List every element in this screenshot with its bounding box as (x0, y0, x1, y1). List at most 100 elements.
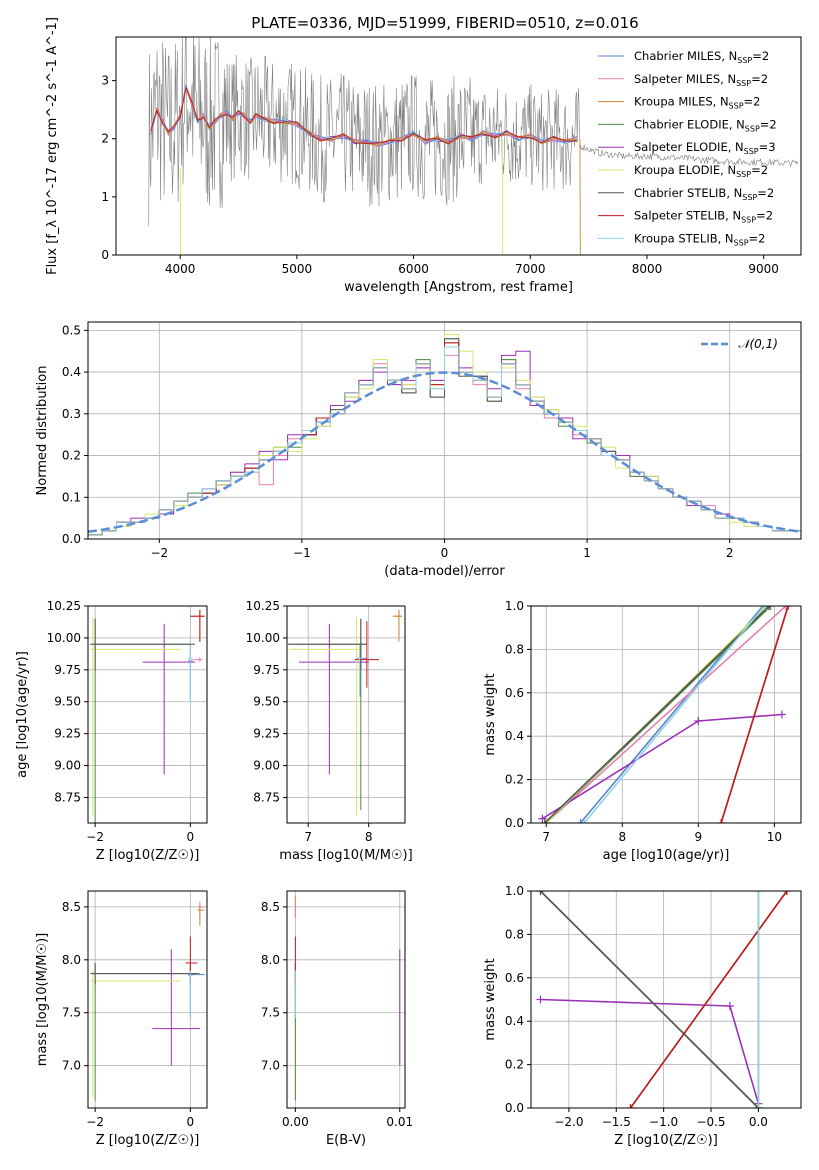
legend-count: =2 (751, 72, 768, 86)
y-tick-label: 0.4 (505, 729, 524, 743)
model-spectrum-salpeter_stelib (150, 87, 577, 145)
legend-entry: Chabrier STELIB, NSSP=2 (634, 186, 774, 202)
y-tick-label: 7.0 (62, 1059, 81, 1073)
y-tick-label: 8.5 (62, 900, 81, 914)
figure-title: PLATE=0336, MJD=51999, FIBERID=0510, z=0… (251, 14, 638, 32)
legend-entry: 𝒩(0,1) (738, 337, 778, 351)
chart-panel-1: 4000 5000 6000 7000 8000 9000 0 1 2 3 wavelength [… (45, 17, 802, 295)
plot-area (288, 609, 402, 816)
model-edge (179, 167, 182, 255)
axes-frame (115, 36, 802, 256)
x-tick-label: 5000 (282, 262, 313, 276)
y-tick-label: 1.0 (505, 884, 524, 898)
y-tick-label: 10.00 (246, 631, 280, 645)
plot-area (90, 609, 205, 823)
legend-subscript: SSP (729, 102, 744, 111)
axes-frame (87, 890, 208, 1109)
x-tick-label: −2 (86, 1115, 104, 1129)
chart-panel-5: 7 8 9 10 0.0 0.2 0.4 0.6 0.8 1.0 age [log10(age/yr… (483, 599, 802, 863)
y-axis-label: mass [log10(M/M☉)] (35, 933, 50, 1066)
x-tick-label: 8 (618, 830, 626, 844)
histogram-kroupa_stelib (88, 346, 801, 539)
y-tick-label: 9.50 (54, 695, 81, 709)
x-tick-label: 0 (187, 1115, 195, 1129)
y-axis-label: Normed distribution (35, 366, 50, 496)
y-tick-label: 0.0 (505, 1101, 524, 1115)
y-tick-label: 8.0 (62, 953, 81, 967)
chart-panel-8: −2.0 −1.5 −1.0 −0.5 0.0 0.0 0.2 0.4 0.6 0.8 1.0 Z [… (483, 884, 802, 1148)
y-tick-label: 0.4 (505, 1014, 524, 1028)
y-tick-label: 0.6 (505, 971, 524, 985)
y-tick-label: 0.4 (62, 365, 81, 379)
legend-count: =2 (749, 231, 766, 245)
y-tick-label: 0.2 (62, 449, 81, 463)
plot-area (148, 37, 799, 255)
legend-entry: Chabrier ELODIE, NSSP=2 (634, 117, 777, 133)
x-tick-label: −1.5 (602, 1115, 631, 1129)
chart-panel-3: −2 0 8.75 9.00 9.25 9.50 9.75 10.00 10.25 Z [log1… (15, 599, 208, 863)
weight-line-salpeter_stelib (720, 606, 789, 823)
weight-line-chabrier_stelib (544, 606, 770, 823)
y-axis-label: mass weight (483, 958, 498, 1040)
weight-line-salpeter_stelib (629, 891, 788, 1108)
y-tick-label: 10.25 (47, 599, 81, 613)
legend-count: =2 (760, 117, 777, 131)
y-tick-label: 9.50 (253, 695, 280, 709)
axes-frame (286, 890, 406, 1109)
plot-area (294, 896, 401, 1101)
y-tick-label: 9.75 (54, 663, 81, 677)
x-tick-label: 7000 (515, 262, 546, 276)
y-tick-label: 9.00 (253, 759, 280, 773)
x-axis-label: E(B-V) (326, 1133, 366, 1148)
normal-curve (88, 371, 801, 533)
legend: Chabrier MILES, NSSP=2 Salpeter MILES, NS… (598, 49, 777, 247)
x-axis-label: (data-model)/error (384, 564, 505, 579)
model-edge (579, 138, 581, 255)
x-tick-label: 7 (304, 830, 312, 844)
chart-panel-2: −2 −1 0 1 2 0.0 0.1 0.2 0.3 0.4 0.5 (data-model)/er… (35, 321, 802, 579)
x-tick-label: 0.00 (282, 1115, 309, 1129)
x-axis-label: Z [log10(Z/Z☉)] (96, 1133, 200, 1148)
x-axis-label: Z [log10(Z/Z☉)] (614, 1133, 718, 1148)
legend-subscript: SSP (736, 170, 751, 179)
legend-subscript: SSP (737, 56, 752, 65)
y-tick-label: 2 (101, 132, 109, 146)
y-tick-label: 10.25 (246, 599, 280, 613)
y-tick-label: 0.5 (62, 323, 81, 337)
legend-count: =2 (757, 186, 774, 200)
model-edge (501, 138, 504, 255)
y-tick-label: 0.2 (505, 773, 524, 787)
x-axis-label: age [log10(age/yr)] (603, 848, 730, 863)
weight-line-chabrier_stelib (539, 891, 759, 1108)
legend-entry: Kroupa ELODIE, NSSP=2 (634, 163, 768, 179)
plot-area (88, 334, 801, 539)
x-axis-label: mass [log10(M/M☉)] (279, 848, 412, 863)
y-axis-label: mass weight (483, 673, 498, 755)
y-tick-label: 9.25 (54, 727, 81, 741)
x-tick-label: −2 (86, 830, 104, 844)
y-tick-label: 0.0 (505, 816, 524, 830)
axes-frame (530, 605, 802, 824)
y-tick-label: 7.5 (62, 1006, 81, 1020)
legend-entry: Chabrier MILES, NSSP=2 (634, 49, 769, 65)
observed-spectrum (148, 37, 799, 226)
legend-subscript: SSP (742, 193, 757, 202)
y-tick-label: 10.00 (47, 631, 81, 645)
weight-line-salpeter_elodie (540, 998, 760, 1104)
y-tick-label: 7.0 (261, 1059, 280, 1073)
legend-subscript: SSP (734, 238, 749, 247)
y-tick-label: 0.3 (62, 407, 81, 421)
legend-count: =2 (751, 163, 768, 177)
y-tick-label: 0 (101, 248, 109, 262)
chart-panel-4: 7 8 8.75 9.00 9.25 9.50 9.75 10.00 10.25 mass [lo… (246, 599, 413, 863)
y-tick-label: 8.0 (261, 953, 280, 967)
x-tick-label: −1.0 (649, 1115, 678, 1129)
x-tick-label: 4000 (165, 262, 196, 276)
x-tick-label: −0.5 (696, 1115, 725, 1129)
x-tick-label: 7 (542, 830, 550, 844)
y-tick-label: 0.6 (505, 686, 524, 700)
x-tick-label: 8000 (632, 262, 663, 276)
y-tick-label: 0.8 (505, 642, 524, 656)
